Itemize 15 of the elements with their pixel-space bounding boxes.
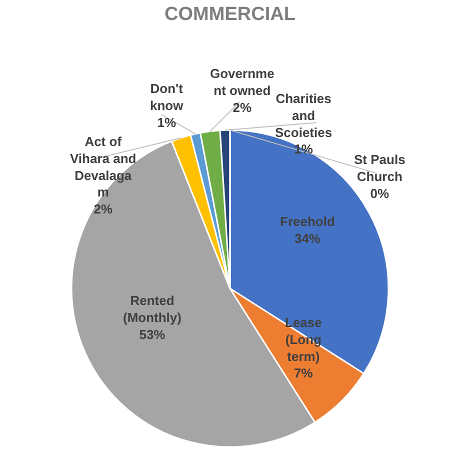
- data-label: 53%: [139, 326, 166, 342]
- data-label: 1%: [157, 114, 176, 130]
- data-label: 2%: [94, 202, 113, 217]
- slice-label: Governme nt owned: [210, 66, 274, 98]
- slice-label: Charities and Scoieties: [275, 91, 332, 140]
- text: 0%: [370, 186, 390, 201]
- category-label: St Pauls Church: [354, 152, 406, 184]
- data-label: 2%: [232, 100, 252, 115]
- data-label: 34%: [294, 230, 321, 246]
- chart-title: COMMERCIAL: [164, 4, 296, 26]
- slice-label: Rented (Monthly): [123, 293, 182, 325]
- data-label: 7%: [294, 366, 314, 381]
- slice-label: Act of Vihara and Devalaga m: [70, 134, 136, 200]
- slice-label: Don't know: [150, 81, 184, 113]
- slice-label: Freehold: [280, 214, 335, 229]
